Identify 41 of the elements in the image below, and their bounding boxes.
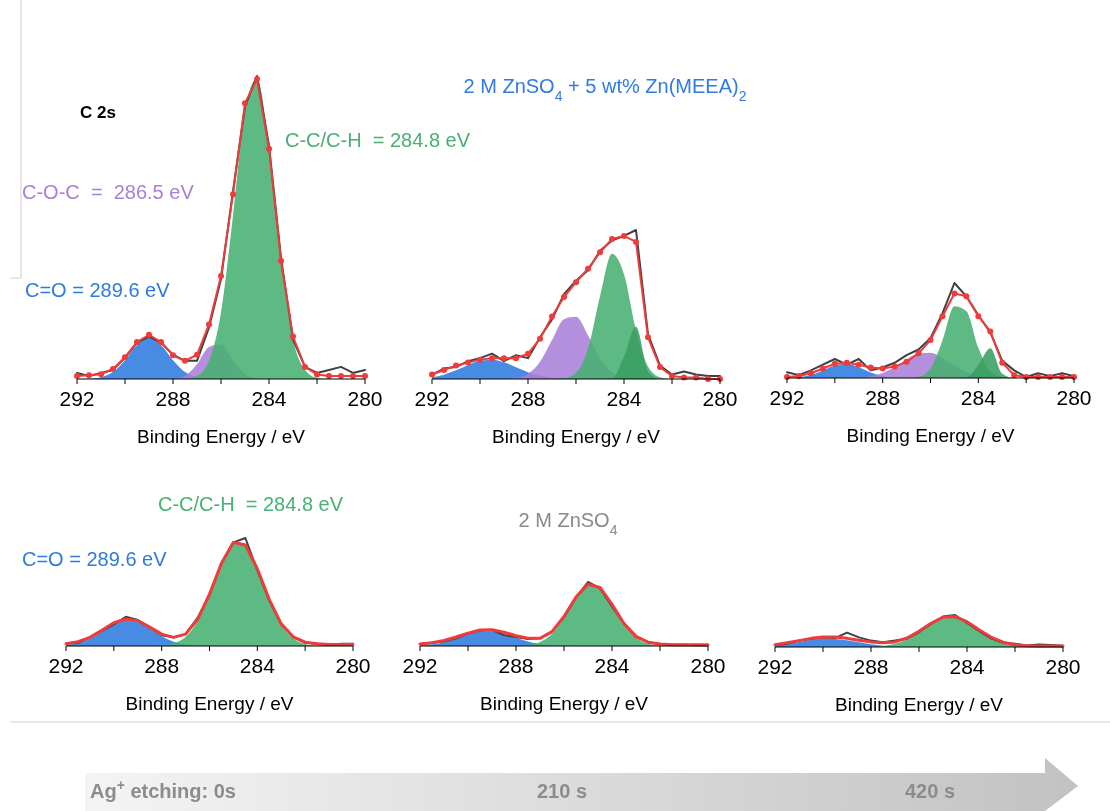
x-tick-label: 292 — [414, 387, 450, 410]
chart-title: 2 M ZnSO$_{4}$ + 5 wt% Zn(MEEA)$_{2}$ — [463, 75, 747, 104]
x-tick-label: 288 — [498, 654, 534, 677]
x-tick-label: 280 — [702, 387, 738, 410]
x-tick-label: 288 — [510, 387, 546, 410]
x-tick-label: 280 — [347, 387, 383, 410]
x-tick-label: 280 — [1056, 386, 1092, 409]
text: 420 s — [904, 780, 956, 802]
x-tick-label: 288 — [144, 654, 180, 677]
text: C=O = 289.6 eV — [25, 279, 171, 301]
x-tick-label: 284 — [949, 655, 985, 678]
x-tick-label: 280 — [1045, 655, 1081, 678]
x-tick-label: 292 — [59, 387, 95, 410]
text: C=O = 289.6 eV — [22, 548, 168, 570]
x-tick-label: 292 — [48, 654, 84, 677]
x-tick-label: 292 — [402, 654, 438, 677]
chart-title: 2 M ZnSO$_{4}$ — [518, 509, 618, 538]
x-tick-label: 284 — [606, 387, 642, 410]
text: 210 s — [536, 780, 588, 802]
annotation: C 2s — [80, 103, 116, 122]
x-tick-label: 280 — [690, 654, 726, 677]
text: C-C/C-H = 284.8 eV — [158, 493, 344, 515]
x-axis-title: Binding Energy / eV — [480, 693, 649, 714]
x-tick-label: 284 — [960, 386, 997, 409]
x-tick-label: 284 — [239, 654, 276, 677]
x-tick-label: 284 — [594, 654, 630, 677]
x-axis-title: Binding Energy / eV — [835, 694, 1004, 715]
text: C-O-C = 286.5 eV — [22, 181, 195, 203]
x-tick-label: 292 — [757, 655, 793, 678]
series-label: C-C/C-H = 284.8 eV — [285, 129, 471, 151]
x-tick-label: 280 — [335, 654, 371, 677]
text: Ag$^{+}$ etching: 0s — [90, 777, 236, 802]
x-tick-label: 288 — [865, 386, 901, 409]
x-axis-title: Binding Energy / eV — [137, 426, 306, 447]
x-tick-label: 288 — [853, 655, 889, 678]
x-axis-title: Binding Energy / eV — [125, 693, 294, 714]
x-tick-label: 284 — [251, 387, 287, 410]
x-axis-title: Binding Energy / eV — [846, 425, 1015, 446]
x-tick-label: 292 — [769, 386, 805, 409]
x-axis-title: Binding Energy / eV — [492, 426, 661, 447]
x-tick-label: 288 — [155, 387, 191, 410]
